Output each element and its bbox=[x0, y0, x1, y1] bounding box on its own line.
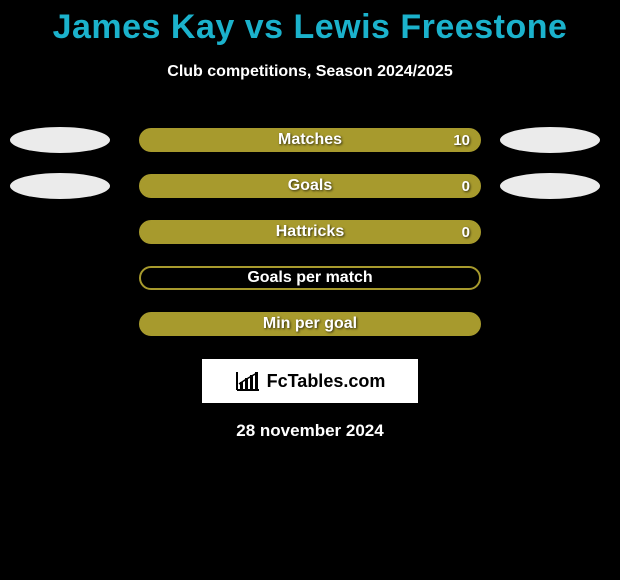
stat-label: Matches bbox=[278, 131, 342, 149]
stat-value: 10 bbox=[453, 132, 470, 149]
logo-chart-icon bbox=[235, 370, 261, 392]
stat-value: 0 bbox=[462, 224, 470, 241]
stat-row: Matches 10 bbox=[0, 117, 620, 163]
stat-value: 0 bbox=[462, 178, 470, 195]
page-title: James Kay vs Lewis Freestone bbox=[0, 0, 620, 47]
stat-label: Goals per match bbox=[247, 269, 372, 287]
right-ellipse bbox=[500, 173, 600, 199]
stat-label: Goals bbox=[288, 177, 332, 195]
stat-row: Goals 0 bbox=[0, 163, 620, 209]
stat-bar: Min per goal bbox=[139, 312, 481, 336]
stat-label: Min per goal bbox=[263, 315, 357, 333]
stat-label: Hattricks bbox=[276, 223, 344, 241]
logo-box: FcTables.com bbox=[202, 359, 418, 403]
stat-rows: Matches 10 Goals 0 Hattricks 0 Goals per match… bbox=[0, 117, 620, 347]
stat-bar: Goals per match bbox=[139, 266, 481, 290]
left-ellipse bbox=[10, 127, 110, 153]
stat-row: Goals per match bbox=[0, 255, 620, 301]
left-ellipse bbox=[10, 173, 110, 199]
stat-bar: Matches 10 bbox=[139, 128, 481, 152]
date-text: 28 november 2024 bbox=[0, 421, 620, 441]
stat-row: Min per goal bbox=[0, 301, 620, 347]
subtitle: Club competitions, Season 2024/2025 bbox=[0, 63, 620, 81]
stat-bar: Goals 0 bbox=[139, 174, 481, 198]
stat-bar: Hattricks 0 bbox=[139, 220, 481, 244]
right-ellipse bbox=[500, 127, 600, 153]
logo-text: FcTables.com bbox=[267, 371, 386, 392]
stat-row: Hattricks 0 bbox=[0, 209, 620, 255]
